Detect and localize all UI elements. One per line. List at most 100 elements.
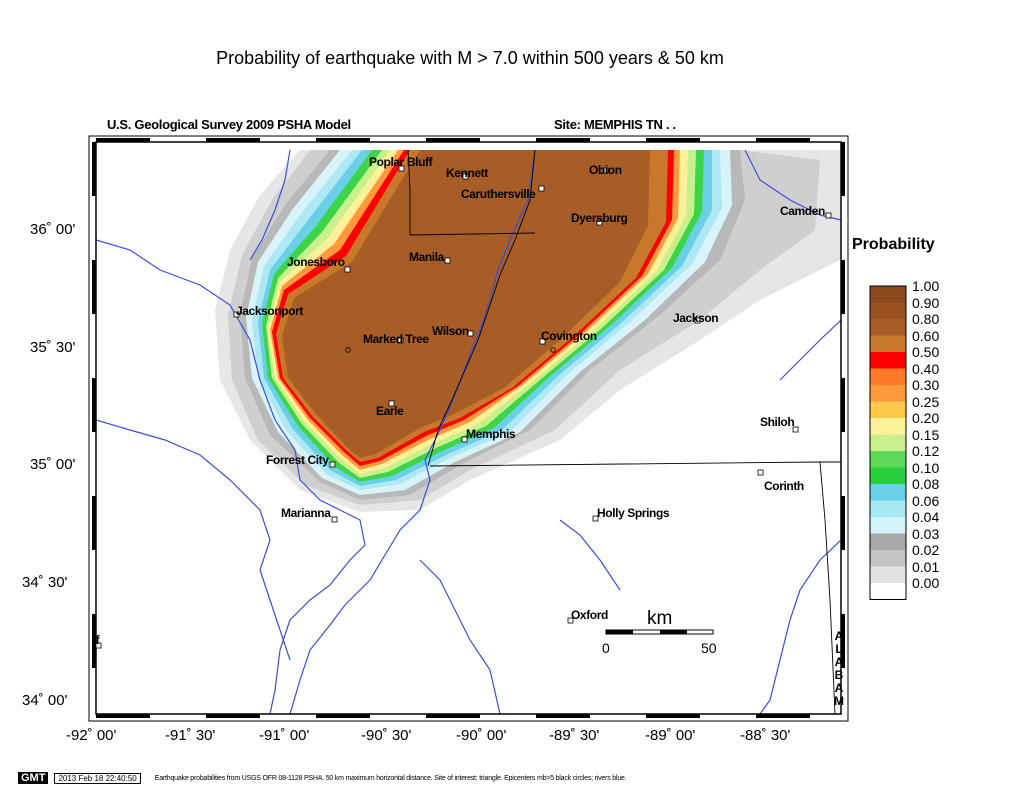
legend-swatch xyxy=(870,319,906,336)
legend-label: 0.90 xyxy=(912,294,940,311)
legend-swatch xyxy=(870,517,906,534)
city-label: Dyersburg xyxy=(571,211,628,225)
frame-ticks xyxy=(92,138,845,718)
legend-swatch xyxy=(870,434,906,451)
legend-swatch xyxy=(870,451,906,468)
river-tennessee-2 xyxy=(759,539,841,714)
city-label: Marianna xyxy=(281,506,331,520)
city-label: Jonesboro xyxy=(287,255,345,269)
border-ms-al xyxy=(819,461,836,714)
city-label: Oxford xyxy=(571,608,608,622)
legend-label: 0.20 xyxy=(912,410,940,426)
lon-label-88-30: -88˚ 30' xyxy=(740,727,791,744)
city-label: Poplar Bluff xyxy=(369,155,433,169)
legend-border xyxy=(869,285,907,600)
city-label: Shiloh xyxy=(760,415,795,429)
legend-label: 0.60 xyxy=(912,327,940,344)
lon-label-90-00: -90˚ 00' xyxy=(456,727,507,744)
legend-label: 0.03 xyxy=(912,525,940,542)
city-label: Obion xyxy=(589,163,622,177)
model-label: U.S. Geological Survey 2009 PSHA Model xyxy=(107,117,351,132)
rivers xyxy=(96,149,841,714)
gmt-logo: GMT xyxy=(18,772,49,784)
city-label: Forrest City xyxy=(266,453,329,467)
border-ar-tn xyxy=(427,149,536,467)
scale-end: 50 xyxy=(701,640,717,656)
scale-start: 0 xyxy=(602,640,610,656)
scale-bar xyxy=(605,629,714,635)
map-frame-outer xyxy=(88,135,849,722)
legend-swatch xyxy=(870,368,906,385)
city-label: Holly Springs xyxy=(597,506,670,520)
lat-label-34-00: 34˚ 00' xyxy=(22,692,68,709)
river-north xyxy=(249,149,291,261)
border-mo-ar xyxy=(407,149,536,236)
river-arkansas xyxy=(96,239,366,714)
legend-swatch xyxy=(870,385,906,402)
city-label: Earle xyxy=(376,404,404,418)
legend-swatch xyxy=(870,533,906,550)
city-label: Wilson xyxy=(432,324,469,338)
legend-label: 0.80 xyxy=(912,311,940,327)
legend-swatch xyxy=(870,335,906,352)
legend-swatch xyxy=(870,484,906,501)
lon-label-89-30: -89˚ 30' xyxy=(549,727,600,744)
lon-label-91-00: -91˚ 00' xyxy=(259,727,310,744)
city-label: Jackson xyxy=(673,311,719,325)
legend-title: Probability xyxy=(852,236,935,253)
lat-label-35-00: 35˚ 00' xyxy=(30,456,76,473)
legend-label: 0.25 xyxy=(912,393,940,410)
city-label: Kennett xyxy=(446,166,488,180)
river-tennessee xyxy=(779,319,841,381)
lat-label-36-00: 36˚ 00' xyxy=(30,221,76,238)
city-markers xyxy=(95,165,832,649)
city-label: Corinth xyxy=(764,479,804,493)
city-label: Camden xyxy=(780,204,825,218)
legend-swatch xyxy=(870,352,906,369)
legend-label: 0.02 xyxy=(912,542,940,558)
legend-swatch xyxy=(870,302,906,319)
legend-label: 0.00 xyxy=(912,575,940,591)
lon-label-91-30: -91˚ 30' xyxy=(165,727,216,744)
legend-swatches xyxy=(869,285,907,600)
legend-label: 0.15 xyxy=(912,426,940,443)
legend-label: 0.01 xyxy=(912,558,940,575)
city-label: Memphis xyxy=(466,427,516,441)
map-title: Probability of earthquake with M > 7.0 w… xyxy=(216,48,724,68)
lat-label-34-30: 34˚ 30' xyxy=(22,574,68,591)
legend-swatch xyxy=(870,583,906,600)
legend-label: 0.40 xyxy=(912,360,940,377)
city-label: Manila xyxy=(409,250,444,264)
legend-swatch xyxy=(870,500,906,517)
legend-swatch xyxy=(870,418,906,435)
city-label: Covington xyxy=(541,329,597,343)
city-label: ff xyxy=(92,633,100,647)
lon-label-89-00: -89˚ 00' xyxy=(645,727,696,744)
river-white xyxy=(96,419,291,661)
site-label: Site: MEMPHIS TN . . xyxy=(554,117,676,132)
timestamp: 2013 Feb 18 22:40:50 xyxy=(54,772,141,784)
state-borders xyxy=(407,149,841,714)
legend-label: 0.06 xyxy=(912,492,940,509)
legend-swatch xyxy=(870,467,906,484)
contour-0-80 xyxy=(282,150,650,458)
lat-label-35-30: 35˚ 30' xyxy=(30,339,76,356)
footer: GMT 2013 Feb 18 22:40:50 Earthquake prob… xyxy=(18,772,627,784)
legend-label: 0.50 xyxy=(912,344,940,360)
city-label: Marked Tree xyxy=(363,332,429,346)
river-mississippi xyxy=(289,149,536,714)
caption: Earthquake probabilities from USGS OFR 0… xyxy=(154,774,627,782)
legend-label: 0.04 xyxy=(912,509,940,525)
legend-swatch xyxy=(870,566,906,583)
legend-label: 1.00 xyxy=(912,278,940,294)
probability-contours xyxy=(215,150,840,512)
legend-swatch xyxy=(870,286,906,303)
city-label: Caruthersville xyxy=(461,187,536,201)
river-yazoo xyxy=(419,559,501,714)
legend-label: 0.12 xyxy=(912,443,940,459)
legend-label: 0.10 xyxy=(912,459,940,476)
legend-label: 0.30 xyxy=(912,377,940,393)
lon-label-90-30: -90˚ 30' xyxy=(361,727,412,744)
